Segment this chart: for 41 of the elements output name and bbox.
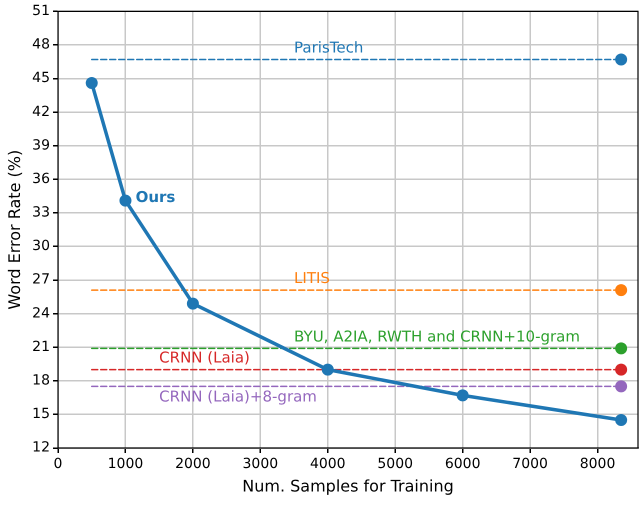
x-tick-label: 8000 [580,456,616,472]
annotation: LITIS [294,269,330,288]
y-tick-label: 24 [32,305,50,322]
y-tick-label: 21 [32,338,50,355]
y-tick-label: 15 [32,406,50,422]
point [86,77,98,90]
y-tick-label: 48 [32,36,50,53]
point [615,284,628,296]
y-tick-label: 18 [32,372,50,388]
point [615,414,628,426]
x-tick-label: 4000 [310,456,346,472]
annotation: BYU, A2IA, RWTH and CRNN+10-gram [294,327,580,346]
y-tick-label: 39 [32,137,50,154]
y-tick-label: 36 [32,170,50,187]
x-tick-label: 6000 [444,456,480,472]
x-tick-label: 1000 [108,456,144,472]
y-axis-title: Word Error Rate (%) [4,150,24,310]
annotation: CRNN (Laia) [159,348,250,367]
point [119,194,132,207]
x-tick-label: 3000 [242,456,278,472]
y-tick-label: 33 [32,204,50,221]
x-axis-title: Num. Samples for Training [242,476,454,496]
annotation: Ours [136,188,176,206]
x-tick-label: 2000 [175,456,211,472]
point [322,364,334,376]
point [456,389,469,402]
x-tick-label: 7000 [512,456,548,472]
x-tick-label: 0 [54,456,62,472]
point [615,380,628,392]
y-tick-label: 45 [32,70,50,86]
y-tick-label: 27 [32,272,50,288]
y-tick-label: 42 [32,104,50,120]
x-tick-label: 5000 [377,456,414,472]
y-tick-label: 51 [32,3,50,20]
y-tick-label: 12 [32,440,50,456]
point [615,364,628,376]
y-tick-label: 30 [32,238,50,254]
annotation: CRNN (Laia)+8-gram [159,387,317,406]
point [186,298,199,310]
point [615,342,628,354]
annotation: ParisTech [294,38,364,56]
